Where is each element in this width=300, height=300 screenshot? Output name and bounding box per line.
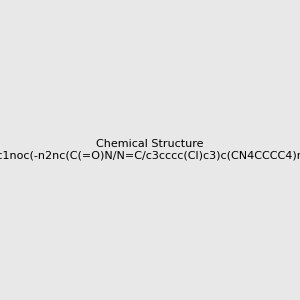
Text: Chemical Structure
Nc1noc(-n2nc(C(=O)N/N=C/c3cccc(Cl)c3)c(CN4CCCC4)n2: Chemical Structure Nc1noc(-n2nc(C(=O)N/N… xyxy=(0,139,300,161)
